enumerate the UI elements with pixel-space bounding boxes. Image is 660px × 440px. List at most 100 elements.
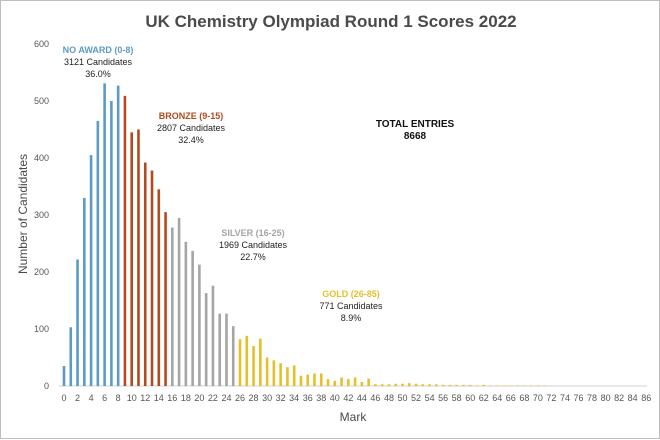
total-entries-value: 8668 (404, 131, 427, 142)
bar-mark-38 (319, 373, 323, 386)
bar-mark-59 (462, 384, 465, 386)
x-tick-label: 56 (438, 393, 448, 403)
bar-mark-11 (137, 129, 140, 386)
bar-mark-52 (414, 383, 418, 386)
x-tick-label: 10 (127, 393, 137, 403)
bar-mark-1 (69, 327, 73, 386)
y-axis-label: Number of Candidates (16, 154, 30, 274)
bar-mark-62 (482, 384, 486, 386)
bar-mark-23 (218, 313, 222, 386)
x-tick-label: 74 (560, 393, 570, 403)
x-tick-label: 16 (167, 393, 177, 403)
bar-mark-50 (401, 383, 404, 386)
x-tick-label: 76 (574, 393, 584, 403)
band-percent: 32.4% (178, 135, 204, 145)
band-annotations: NO AWARD (0-8) 3121 Candidates 36.0% BRONZE… (63, 45, 383, 323)
band-annotation: NO AWARD (0-8) 3121 Candidates 36.0% (63, 45, 134, 79)
x-tick-label: 44 (357, 393, 367, 403)
x-tick-label: 62 (479, 393, 489, 403)
bar-mark-41 (340, 377, 343, 386)
band-percent: 8.9% (341, 313, 362, 323)
x-tick-label: 24 (221, 393, 231, 403)
bar-mark-0 (62, 366, 66, 386)
band-percent: 22.7% (240, 252, 266, 262)
x-tick-label: 80 (601, 393, 611, 403)
y-tick-label: 200 (34, 267, 49, 277)
y-tick-label: 100 (34, 324, 49, 334)
band-label: GOLD (26-85) (322, 289, 380, 299)
x-tick-label: 20 (194, 393, 204, 403)
x-tick-label: 30 (262, 393, 272, 403)
bar-mark-5 (96, 120, 100, 386)
bar-mark-25 (231, 326, 235, 386)
x-tick-label: 46 (370, 393, 380, 403)
y-tick-label: 500 (34, 96, 49, 106)
x-tick-label: 50 (397, 393, 407, 403)
bar-mark-18 (184, 241, 188, 386)
bar-mark-69 (529, 385, 533, 386)
bar-mark-51 (407, 383, 411, 386)
x-tick-label: 36 (303, 393, 313, 403)
bar-mark-26 (238, 339, 242, 386)
bar-mark-7 (110, 101, 113, 386)
band-label: BRONZE (9-15) (159, 111, 224, 121)
y-tick-label: 600 (34, 39, 49, 49)
x-tick-label: 58 (452, 393, 462, 403)
bar-mark-66 (509, 385, 513, 386)
bar-mark-4 (89, 155, 93, 386)
bar-mark-32 (279, 363, 282, 386)
bar-mark-14 (157, 189, 161, 386)
bar-mark-17 (177, 217, 181, 386)
bar-mark-9 (123, 95, 127, 387)
band-annotation: BRONZE (9-15) 2807 Candidates 32.4% (157, 111, 226, 145)
bar-mark-64 (495, 385, 499, 386)
x-tick-label: 78 (587, 393, 597, 403)
bar-mark-33 (286, 367, 289, 386)
x-tick-label: 42 (343, 393, 353, 403)
x-tick-label: 52 (411, 393, 421, 403)
bar-mark-63 (489, 385, 492, 386)
x-tick-label: 2 (75, 393, 80, 403)
y-tick-label: 400 (34, 153, 49, 163)
x-tick-label: 18 (181, 393, 191, 403)
x-tick-label: 64 (492, 393, 502, 403)
band-candidates: 1969 Candidates (219, 240, 288, 250)
bar-mark-35 (299, 375, 303, 386)
total-entries: TOTAL ENTRIES 8668 (376, 119, 455, 142)
bar-mark-6 (103, 83, 106, 386)
bar-mark-57 (448, 384, 452, 386)
bar-mark-47 (380, 384, 384, 386)
bar-mark-36 (306, 374, 310, 386)
bar-mark-70 (536, 385, 540, 386)
x-tick-label: 82 (614, 393, 624, 403)
bar-mark-49 (394, 383, 398, 386)
bar-mark-53 (421, 384, 425, 386)
bar-mark-10 (130, 132, 133, 386)
bar-mark-22 (211, 285, 215, 386)
band-candidates: 3121 Candidates (64, 57, 133, 67)
bar-mark-56 (441, 384, 445, 386)
chart-title: UK Chemistry Olympiad Round 1 Scores 202… (145, 12, 516, 31)
band-label: SILVER (16-25) (221, 228, 284, 238)
x-tick-label: 6 (102, 393, 107, 403)
x-tick-label: 70 (533, 393, 543, 403)
bar-mark-61 (475, 385, 479, 386)
x-tick-label: 32 (276, 393, 286, 403)
band-annotation: SILVER (16-25) 1969 Candidates 22.7% (219, 228, 288, 262)
x-tick-label: 68 (519, 393, 529, 403)
bar-mark-44 (360, 382, 364, 386)
x-tick-label: 14 (154, 393, 164, 403)
bar-mark-29 (259, 338, 262, 386)
bar-mark-30 (265, 357, 269, 386)
bar-mark-68 (523, 385, 526, 386)
x-tick-label: 26 (235, 393, 245, 403)
bar-mark-2 (76, 259, 79, 386)
bar-mark-20 (198, 264, 201, 386)
band-candidates: 2807 Candidates (157, 123, 226, 133)
band-candidates: 771 Candidates (319, 301, 383, 311)
bar-mark-13 (150, 170, 154, 386)
bar-mark-28 (252, 346, 255, 386)
x-tick-label: 12 (140, 393, 150, 403)
bar-mark-27 (245, 335, 249, 386)
